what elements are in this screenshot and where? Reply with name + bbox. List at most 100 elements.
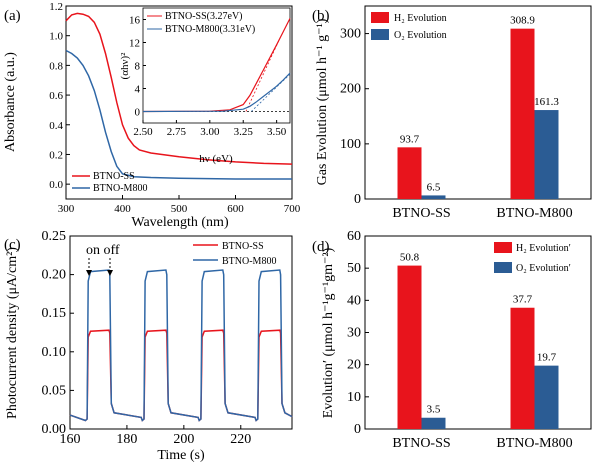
bar-category-label: BTNO-M800 xyxy=(496,206,572,221)
panel-b-legend: H₂ Evolution O₂ Evolution xyxy=(371,12,447,41)
a-ytick-label: 1.2 xyxy=(49,1,63,13)
a-xtick-label: 700 xyxy=(284,203,301,215)
bar xyxy=(397,265,422,429)
bar-ytick-label: 30 xyxy=(347,326,361,341)
a-series-line xyxy=(65,49,292,180)
inset-ytick-label: 16 xyxy=(129,15,141,27)
inset-ytick-label: 8 xyxy=(135,61,141,73)
bar-value-label: 37.7 xyxy=(513,294,533,306)
bar xyxy=(534,365,559,429)
bar-category-label: BTNO-M800 xyxy=(496,436,572,451)
c-ytick-label: 0.20 xyxy=(42,268,67,283)
bar xyxy=(534,110,559,199)
inset-xtick-label: 3.00 xyxy=(200,126,220,138)
panel-a-legend: BTNO-SS BTNO-M800 xyxy=(72,171,147,194)
bar-ytick-label: 50 xyxy=(347,261,361,276)
a-ytick-label: 1.0 xyxy=(49,31,63,43)
panel-c-xlabel: Time (s) xyxy=(157,448,205,463)
inset-series-line xyxy=(142,72,291,113)
bar xyxy=(421,195,446,199)
panel-a-inset: 2.50 2.75 3.00 3.25 3.50 0 4 8 12 16 hν (eV) (αhν… xyxy=(119,7,291,165)
bar xyxy=(510,307,535,429)
legend-a-btno-ss: BTNO-SS xyxy=(93,171,135,182)
panel-b-frame xyxy=(364,5,592,200)
legend-c-btno-m800: BTNO-M800 xyxy=(222,256,276,267)
legend-d-h2: H₂ Evolution′ xyxy=(516,243,571,254)
bar-ytick-label: 0 xyxy=(354,422,361,437)
panel-d-ylabel: Evolution′ (μmol h⁻¹g⁻¹gm⁻²) xyxy=(321,247,336,418)
inset-xtick-label: 2.75 xyxy=(167,126,187,138)
c-series-line xyxy=(69,269,293,422)
a-ytick-label: 0.2 xyxy=(49,149,63,161)
legend-a-btno-m800: BTNO-M800 xyxy=(93,183,147,194)
inset-legend: BTNO-SS(3.27eV) BTNO-M800(3.31eV) xyxy=(147,11,255,35)
a-ytick-label: 0.8 xyxy=(49,60,63,72)
panel-c-legend: BTNO-SS BTNO-M800 xyxy=(193,241,276,267)
c-xtick-label: 180 xyxy=(116,432,137,447)
a-ytick-label: 0.4 xyxy=(49,120,63,132)
inset-fit-line xyxy=(245,39,280,112)
a-xtick-label: 500 xyxy=(171,203,188,215)
inset-ytick-label: 12 xyxy=(129,38,140,50)
panel-b-plot: 0 100 200 300 BTNO-SS 93.7 6.5 BTNO-M800 308.9 16… xyxy=(340,15,573,221)
bar-category-label: BTNO-SS xyxy=(392,206,450,221)
panel-d: (d) 0 10 20 30 40 50 60 BTNO-SS 50.8 3.5 BTNO-M800… xyxy=(312,229,592,451)
panel-d-plot: 0 10 20 30 40 50 60 BTNO-SS 50.8 3.5 BTNO-M800 37.7… xyxy=(347,229,573,451)
bar-ytick-label: 10 xyxy=(347,390,361,405)
inset-xtick-label: 3.25 xyxy=(234,126,254,138)
legend-swatch-o2-prime xyxy=(494,262,512,273)
on-off-arrows xyxy=(86,258,113,276)
legend-swatch-o2 xyxy=(371,29,389,40)
bar xyxy=(510,28,535,200)
a-series-line xyxy=(65,12,293,165)
bar-value-label: 3.5 xyxy=(427,404,441,416)
legend-d-o2: O₂ Evolution′ xyxy=(516,263,571,274)
bar xyxy=(397,147,422,199)
legend-b-o2: O₂ Evolution xyxy=(394,30,447,41)
panel-c-frame xyxy=(69,235,293,430)
arrow-off-head xyxy=(107,270,113,276)
bar-ytick-label: 20 xyxy=(347,358,361,373)
legend-swatch-h2-prime xyxy=(494,242,512,253)
legend-c-btno-ss: BTNO-SS xyxy=(222,241,264,252)
panel-b-label: (b) xyxy=(312,8,330,24)
bar-ytick-label: 100 xyxy=(340,137,361,152)
inset-ytick-label: 4 xyxy=(135,84,141,96)
a-ytick-label: 0.6 xyxy=(49,90,63,102)
c-ytick-label: 0.10 xyxy=(42,345,67,360)
panel-d-label: (d) xyxy=(312,239,330,255)
bar-category-label: BTNO-SS xyxy=(392,436,450,451)
panel-c-label: (c) xyxy=(4,237,21,253)
inset-xtick-label: 3.50 xyxy=(267,126,287,138)
inset-legend-ss: BTNO-SS(3.27eV) xyxy=(165,11,243,22)
bar-value-label: 161.3 xyxy=(534,96,559,108)
panel-a-xlabel: Wavelength (nm) xyxy=(131,215,229,230)
bar-value-label: 50.8 xyxy=(400,252,420,264)
bar-value-label: 6.5 xyxy=(427,181,441,193)
bar-value-label: 19.7 xyxy=(537,352,557,364)
bar-ytick-label: 60 xyxy=(347,229,361,244)
legend-swatch-h2 xyxy=(371,12,389,23)
inset-ylabel: (αhν)² xyxy=(119,52,131,80)
inset-legend-m800: BTNO-M800(3.31eV) xyxy=(165,24,255,35)
inset-plot: 2.50 2.75 3.00 3.25 3.50 0 4 8 12 16 xyxy=(129,15,291,138)
bar-ytick-label: 40 xyxy=(347,293,361,308)
a-xtick-label: 400 xyxy=(114,203,131,215)
a-ytick-label: 0.0 xyxy=(49,179,63,191)
c-ytick-label: 0.05 xyxy=(42,383,67,398)
panel-b-ylabel: Gas Evolution (μmol h⁻¹ g⁻¹) xyxy=(315,18,330,185)
a-xtick-label: 600 xyxy=(227,203,244,215)
panel-d-legend: H₂ Evolution′ O₂ Evolution′ xyxy=(494,242,571,274)
inset-ytick-label: 0 xyxy=(135,107,141,119)
panel-c-plot: 160 180 200 220 0.00 0.05 0.10 0.15 0.20 0.25 xyxy=(42,229,293,447)
c-ytick-label: 0.15 xyxy=(42,306,67,321)
inset-xlabel: hν (eV) xyxy=(199,153,233,165)
panel-c: (c) 160 180 200 220 0.00 0.05 0.10 0.15 0.20 0.25… xyxy=(4,229,293,463)
panel-c-ylabel: Photocurrent density (μA/cm²) xyxy=(5,247,20,419)
panel-a-plot: 300 400 500 600 700 0.0 0.2 0.4 0.6 0.8 1.0 1.2 xyxy=(49,1,301,215)
c-xtick-label: 200 xyxy=(173,432,194,447)
panel-a-label: (a) xyxy=(4,8,21,24)
legend-b-h2: H₂ Evolution xyxy=(394,13,447,24)
c-ytick-label: 0.25 xyxy=(42,229,67,244)
